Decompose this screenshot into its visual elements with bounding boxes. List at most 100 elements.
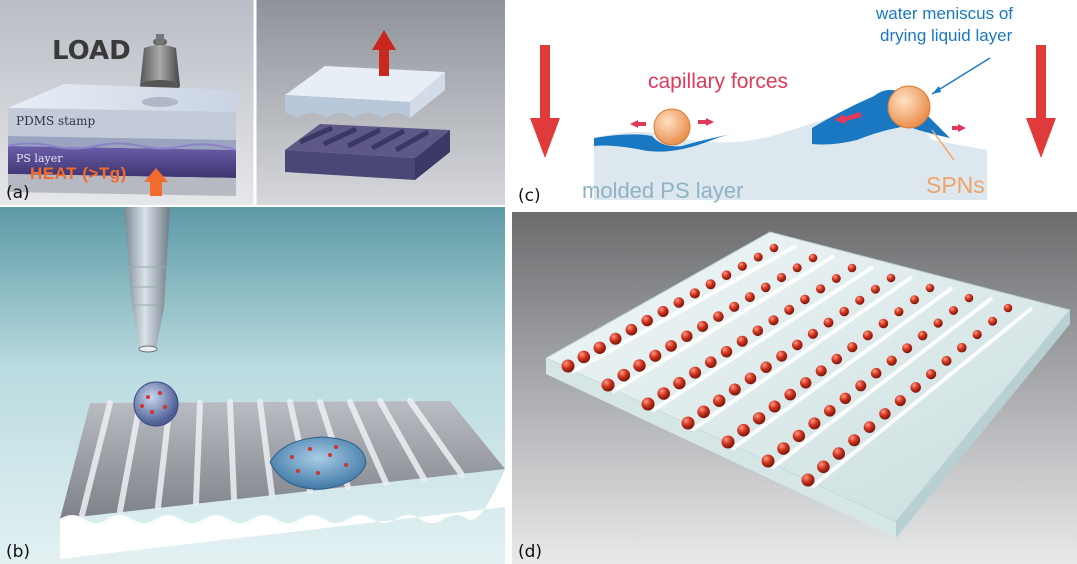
red-bead — [768, 315, 779, 326]
red-bead — [728, 383, 741, 396]
meniscus-label-line1: water meniscus of — [876, 4, 1013, 23]
red-bead — [713, 311, 724, 322]
separated-stamp — [285, 66, 450, 180]
red-bead — [847, 342, 858, 353]
red-bead — [816, 284, 826, 294]
red-bead — [721, 270, 732, 280]
panel-c-illustration — [512, 0, 1077, 210]
molded-ps-layer-label: molded PS layer — [582, 178, 744, 203]
panel-a: LOAD PDMS stamp PS layer HEAT (>Tg) (a) — [0, 0, 505, 205]
red-bead — [776, 272, 787, 283]
red-bead — [641, 314, 653, 327]
bead-rows — [561, 243, 1013, 487]
red-bead — [673, 297, 685, 308]
spn-pointer — [931, 129, 955, 161]
red-bead — [769, 243, 779, 253]
red-bead — [649, 349, 662, 362]
red-bead — [894, 395, 906, 407]
red-bead — [808, 417, 821, 430]
red-bead — [831, 353, 843, 365]
red-bead — [925, 283, 935, 293]
water-layer-left — [594, 134, 732, 152]
meniscus-pointer — [931, 57, 991, 95]
panel-b: (b) — [0, 207, 505, 564]
red-bead — [561, 359, 575, 373]
meniscus-label-line2: drying liquid layer — [880, 26, 1013, 45]
heat-arrow-icon — [144, 168, 168, 196]
red-bead — [681, 330, 693, 342]
red-bead — [761, 454, 775, 468]
red-bead — [792, 339, 803, 351]
red-bead — [752, 412, 766, 425]
red-bead — [964, 293, 974, 303]
heat-text: HEAT (>Tg) — [30, 164, 127, 183]
red-bead — [760, 361, 772, 373]
red-bead — [752, 325, 764, 337]
red-bead — [617, 368, 631, 382]
red-bead — [839, 392, 851, 404]
red-bead — [744, 292, 755, 303]
left-down-arrow-icon — [530, 45, 560, 158]
panel-d: (d) — [512, 212, 1077, 564]
red-bead — [894, 307, 904, 317]
spn-particle-right — [887, 85, 931, 129]
red-bead — [697, 405, 710, 419]
spn-particle-left — [653, 108, 691, 146]
red-bead — [831, 274, 841, 283]
red-bead — [886, 273, 896, 283]
stamp-stack — [7, 84, 240, 196]
red-bead — [988, 316, 998, 326]
red-bead — [870, 284, 880, 294]
red-bead — [792, 263, 802, 273]
droplet-icon — [133, 381, 179, 427]
red-bead — [863, 421, 876, 433]
red-bead — [657, 387, 670, 400]
red-bead — [681, 416, 695, 430]
panel-a-label: (a) — [6, 183, 30, 203]
red-bead — [577, 350, 591, 364]
red-bead — [713, 394, 726, 407]
red-bead — [609, 332, 622, 345]
red-bead — [737, 261, 747, 271]
red-bead — [855, 295, 865, 305]
red-bead — [721, 435, 735, 449]
red-bead — [601, 378, 615, 392]
red-bead — [957, 342, 967, 353]
spreading-drop-icon — [269, 436, 367, 490]
red-bead — [633, 359, 646, 372]
red-bead — [689, 366, 702, 379]
red-bead — [972, 329, 982, 340]
red-bead — [933, 318, 943, 328]
red-bead — [776, 350, 788, 362]
red-bead — [744, 372, 757, 385]
red-bead — [824, 405, 836, 417]
red-bead — [657, 306, 669, 317]
red-bead — [737, 423, 750, 437]
red-bead — [839, 306, 849, 317]
red-bead — [593, 341, 606, 354]
red-bead — [808, 253, 818, 263]
panel-c: water meniscus of drying liquid layer ca… — [512, 0, 1077, 210]
panel-d-label: (d) — [518, 542, 543, 562]
red-bead — [760, 282, 771, 293]
red-bead — [847, 263, 857, 273]
red-bead — [792, 429, 806, 443]
red-bead — [800, 294, 810, 305]
red-bead — [736, 335, 748, 347]
right-down-arrow-icon — [1026, 45, 1056, 158]
red-bead — [832, 447, 845, 460]
red-bead — [941, 355, 952, 366]
red-bead — [817, 460, 830, 474]
red-bead — [855, 380, 867, 392]
red-bead — [641, 397, 655, 411]
panel-d-illustration — [512, 212, 1077, 564]
red-bead — [768, 400, 781, 413]
red-bead — [1003, 303, 1013, 313]
red-bead — [815, 365, 827, 377]
nozzle-icon — [124, 207, 170, 353]
red-bead — [879, 408, 891, 420]
red-bead — [784, 388, 796, 401]
red-bead — [720, 346, 733, 358]
red-bead — [878, 318, 889, 329]
red-bead — [705, 279, 716, 290]
